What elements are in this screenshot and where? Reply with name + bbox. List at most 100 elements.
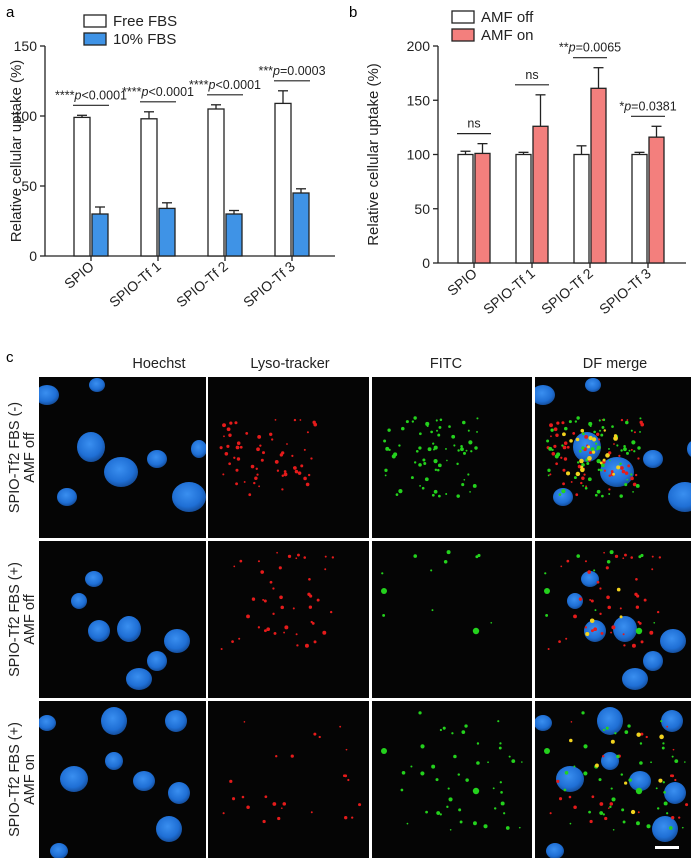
row-label-line2: AMF off	[22, 593, 38, 644]
lyso-spot	[678, 816, 681, 819]
fitc-spot	[601, 425, 605, 429]
lyso-spot	[339, 725, 342, 728]
fitc-spot	[410, 765, 413, 768]
fitc-spot	[582, 484, 584, 487]
lyso-spot	[671, 816, 675, 820]
lyso-spot	[635, 578, 638, 581]
fitc-spot	[611, 425, 614, 428]
lyso-spot	[600, 631, 604, 635]
lyso-spot	[300, 464, 304, 468]
significance-label: ****p<0.0001	[55, 88, 127, 102]
colocalized-spot	[658, 778, 663, 783]
lyso-spot	[342, 774, 346, 778]
lyso-spot	[316, 598, 320, 602]
lyso-spot	[286, 443, 288, 445]
fitc-spot	[420, 744, 425, 749]
fitc-spot	[573, 765, 576, 768]
y-axis-label: Relative cellular uptake (%)	[365, 63, 382, 246]
lyso-spot	[331, 556, 335, 559]
nucleus	[101, 707, 127, 735]
lyso-spot	[608, 488, 611, 491]
lyso-spot	[584, 626, 588, 629]
fitc-spot	[632, 491, 634, 493]
lyso-spot	[589, 819, 593, 824]
fitc-spot	[426, 425, 429, 428]
lyso-spot	[635, 605, 640, 609]
fitc-spot	[610, 787, 613, 790]
lyso-spot	[549, 812, 552, 815]
lyso-spot	[570, 481, 573, 483]
nucleus	[664, 782, 686, 804]
lyso-spot	[274, 419, 277, 421]
lyso-spot	[358, 803, 362, 807]
fitc-spot	[468, 440, 473, 445]
legend-swatch	[83, 32, 107, 46]
lyso-spot	[281, 474, 285, 478]
fitc-spot	[573, 476, 577, 480]
x-tick-label: SPIO	[61, 258, 97, 292]
fitc-spot	[457, 449, 460, 452]
bar	[292, 192, 310, 257]
lyso-spot	[590, 599, 594, 603]
lyso-spot	[236, 457, 241, 461]
panel-label-a: a	[6, 4, 15, 21]
lyso-spot	[596, 580, 600, 584]
lyso-spot	[273, 631, 277, 635]
lyso-spot	[235, 482, 239, 486]
fitc-spot	[457, 773, 461, 776]
fitc-spot	[384, 474, 387, 477]
nucleus	[687, 441, 691, 457]
fitc-spot	[433, 445, 438, 450]
colocalized-spot	[587, 445, 591, 449]
lyso-spot	[272, 587, 275, 590]
colocalized-spot	[580, 465, 584, 469]
fitc-spot	[666, 812, 669, 815]
fitc-spot	[633, 450, 636, 453]
lyso-spot	[263, 629, 267, 633]
legend-label: AMF on	[481, 27, 534, 44]
lyso-spot	[258, 485, 261, 488]
fitc-spot	[419, 484, 421, 487]
fitc-spot	[381, 588, 387, 594]
fitc-spot	[596, 459, 601, 464]
lyso-spot	[266, 627, 271, 632]
fitc-spot	[556, 452, 561, 457]
lyso-spot	[587, 570, 592, 574]
lyso-spot	[593, 627, 598, 632]
lyso-spot	[344, 816, 348, 820]
lyso-spot	[241, 795, 245, 799]
lyso-spot	[578, 597, 583, 601]
fitc-spot	[681, 826, 684, 829]
fitc-spot	[593, 430, 596, 434]
fitc-spot	[574, 420, 578, 423]
fitc-spot	[548, 446, 553, 451]
lyso-spot	[568, 795, 572, 799]
lyso-spot	[278, 566, 282, 570]
fitc-spot	[490, 621, 493, 624]
lyso-spot	[589, 451, 593, 455]
lyso-spot	[607, 605, 611, 610]
fitc-spot	[561, 489, 566, 494]
lyso-spot	[284, 625, 289, 630]
nucleus	[546, 843, 564, 858]
lyso-spot	[562, 482, 566, 486]
colocalized-spot	[594, 763, 599, 768]
row-label-line2: AMF off	[22, 431, 38, 482]
lyso-spot	[236, 441, 241, 445]
lyso-spot	[632, 482, 637, 487]
nucleus	[172, 482, 206, 512]
lyso-spot	[649, 630, 654, 635]
nucleus	[104, 457, 138, 487]
lyso-spot	[590, 629, 594, 633]
fitc-spot	[419, 432, 422, 436]
lyso-spot	[257, 434, 262, 439]
micrograph-background	[535, 541, 691, 698]
micrograph-content	[219, 418, 318, 497]
fitc-spot	[398, 489, 403, 494]
fitc-spot	[425, 421, 430, 426]
column-header: Lyso-tracker	[250, 356, 329, 372]
lyso-spot	[584, 560, 587, 563]
nucleus	[147, 450, 167, 468]
colocalized-spot	[605, 453, 610, 458]
lyso-spot	[239, 445, 243, 449]
